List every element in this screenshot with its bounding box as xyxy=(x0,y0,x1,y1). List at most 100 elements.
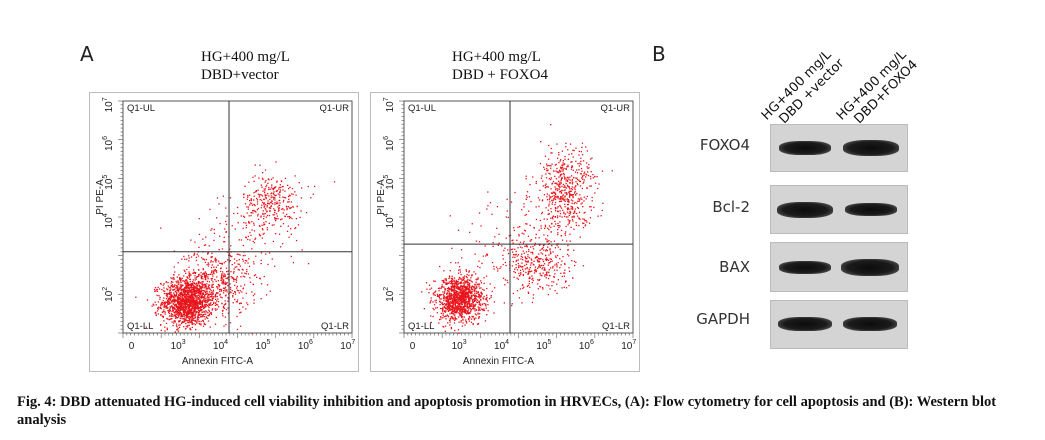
event-dot xyxy=(544,227,546,229)
event-dot xyxy=(255,255,257,257)
event-dot xyxy=(562,170,564,172)
event-dot xyxy=(269,201,272,204)
event-dot xyxy=(229,322,232,324)
event-dot xyxy=(251,332,253,335)
event-dot xyxy=(180,283,182,286)
event-dot xyxy=(445,283,447,285)
event-dot xyxy=(550,211,552,213)
event-dot xyxy=(224,303,227,305)
event-dot xyxy=(172,299,174,301)
event-dot xyxy=(449,308,452,310)
event-dot xyxy=(502,263,504,266)
event-dot xyxy=(496,227,498,229)
event-dot xyxy=(201,306,203,308)
event-dot xyxy=(193,252,196,255)
event-dot xyxy=(575,177,577,179)
event-dot xyxy=(443,306,445,308)
quadrant-label-lr: Q1-LR xyxy=(602,321,630,332)
event-dot xyxy=(475,298,477,300)
event-dot xyxy=(188,302,191,304)
event-dot xyxy=(549,197,551,199)
event-dot xyxy=(221,277,223,279)
event-dot xyxy=(450,287,452,290)
event-dot xyxy=(547,271,549,273)
event-dot xyxy=(246,271,248,273)
event-dot xyxy=(453,299,455,302)
event-dot xyxy=(447,282,449,284)
event-dot xyxy=(192,297,194,299)
event-dot xyxy=(439,304,441,306)
event-dot xyxy=(249,231,251,234)
event-dot xyxy=(245,222,247,224)
event-dot xyxy=(189,327,191,329)
event-dot xyxy=(263,222,265,224)
event-dot xyxy=(590,209,592,211)
event-dot xyxy=(581,187,583,190)
event-dot xyxy=(198,284,200,286)
event-dot xyxy=(556,195,559,197)
plot-2-title-line-2: DBD + FOXO4 xyxy=(452,67,548,83)
event-dot xyxy=(167,285,169,287)
event-dot xyxy=(190,274,192,276)
event-dot xyxy=(546,167,548,170)
event-dot xyxy=(560,174,562,176)
event-dot xyxy=(177,330,180,332)
event-dot xyxy=(264,169,267,171)
event-dot xyxy=(159,282,162,285)
event-dot xyxy=(550,152,552,154)
event-dot xyxy=(297,224,300,226)
event-dot xyxy=(522,250,524,252)
event-dot xyxy=(153,288,156,291)
event-dot xyxy=(278,209,280,211)
event-dot xyxy=(194,292,196,295)
event-dot xyxy=(463,291,465,293)
event-dot xyxy=(457,280,459,282)
event-dot xyxy=(183,289,185,291)
event-dot xyxy=(175,310,178,312)
event-dot xyxy=(196,311,198,313)
event-dot xyxy=(275,190,277,192)
event-dot xyxy=(208,309,210,311)
event-dot xyxy=(450,293,453,295)
event-dot xyxy=(485,299,488,301)
event-dot xyxy=(544,267,546,269)
event-dot xyxy=(206,317,209,319)
event-dot xyxy=(525,198,528,200)
event-dot xyxy=(186,283,189,285)
event-dot xyxy=(547,293,549,296)
event-dot xyxy=(170,300,173,303)
event-dot xyxy=(466,291,468,294)
event-dot xyxy=(186,313,188,315)
event-dot xyxy=(201,316,203,318)
event-dot xyxy=(176,285,178,287)
event-dot xyxy=(561,185,563,188)
blot-bcl2 xyxy=(770,185,908,234)
event-dot xyxy=(588,222,591,224)
event-dot xyxy=(517,278,519,280)
event-dot xyxy=(226,215,228,217)
event-dot xyxy=(574,171,577,173)
event-dot xyxy=(184,288,186,290)
event-dot xyxy=(429,302,431,304)
event-dot xyxy=(237,263,239,265)
event-dot xyxy=(510,248,513,251)
event-dot xyxy=(182,306,184,308)
event-dot xyxy=(576,169,578,171)
event-dot xyxy=(187,281,189,283)
event-dot xyxy=(464,309,466,311)
event-dot xyxy=(195,302,197,304)
event-dot xyxy=(236,285,238,288)
blot-foxo4 xyxy=(770,124,908,172)
event-dot xyxy=(460,285,462,288)
event-dot xyxy=(287,201,289,203)
event-dot xyxy=(457,287,459,290)
event-dot xyxy=(224,281,226,283)
event-dot xyxy=(438,295,441,297)
event-dot xyxy=(533,260,535,262)
event-dot xyxy=(166,307,168,309)
event-dot xyxy=(461,289,463,291)
event-dot xyxy=(578,169,580,171)
event-dot xyxy=(436,307,438,309)
event-dot xyxy=(457,307,459,309)
event-dot xyxy=(194,286,196,288)
